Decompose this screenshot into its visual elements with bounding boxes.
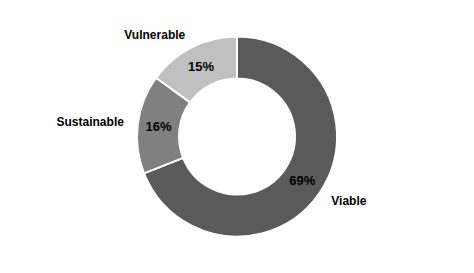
svg-text:69%: 69% bbox=[289, 173, 315, 188]
svg-text:15%: 15% bbox=[188, 59, 214, 74]
svg-text:Sustainable: Sustainable bbox=[57, 115, 125, 129]
svg-text:16%: 16% bbox=[146, 119, 172, 134]
svg-text:Viable: Viable bbox=[331, 194, 366, 208]
svg-text:Vulnerable: Vulnerable bbox=[124, 28, 185, 42]
